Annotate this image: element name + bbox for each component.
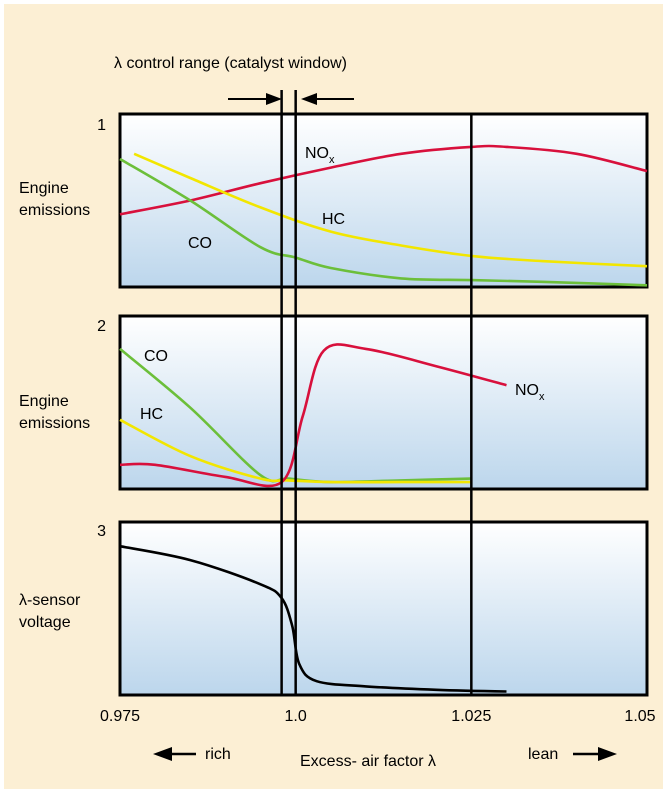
rich-label: rich	[205, 746, 231, 763]
panel-1-co-curve	[119, 157, 648, 287]
panel-3: 3 λ-sensor voltage	[19, 520, 649, 697]
diagram-title: λ control range (catalyst window)	[114, 55, 347, 72]
panel-2-hc-curve	[119, 418, 472, 484]
panel-2-hc-label: HC	[140, 406, 163, 423]
x-tick-label: 1.05	[624, 708, 655, 725]
panel-1-number: 1	[97, 117, 106, 134]
rich-indicator: rich	[153, 746, 231, 763]
panel-2-no-curve	[119, 343, 507, 488]
panel-3-number: 3	[97, 523, 106, 540]
panel-3-ylabel: λ-sensor voltage	[19, 592, 85, 631]
panel-1-frame	[118, 112, 649, 289]
x-axis-ticks: 0.975 1.0 1.025 1.05	[100, 708, 656, 725]
panel-1-nox-label: NOx	[305, 145, 335, 166]
panel-1-hc-curve	[133, 152, 648, 268]
panel-1: 1 Engine emissions NOx HC CO	[19, 112, 649, 289]
lean-indicator: lean	[528, 746, 617, 763]
panel-2: 2 Engine emissions CO HC NOx	[19, 314, 649, 491]
panel-3-frame	[118, 520, 649, 697]
catalyst-window-arrows	[228, 93, 354, 105]
lean-label: lean	[528, 746, 558, 763]
catalyst-window-lines	[280, 90, 473, 695]
panel-2-nox-label: NOx	[515, 382, 545, 403]
panel-1-co-label: CO	[188, 235, 212, 252]
panel-2-number: 2	[97, 318, 106, 335]
panel-2-frame	[118, 314, 649, 491]
x-tick-label: 1.0	[285, 708, 307, 725]
panel-2-co-label: CO	[144, 348, 168, 365]
x-tick-label: 1.025	[451, 708, 491, 725]
panel-1-ylabel: Engine emissions	[19, 180, 90, 219]
panel-1-no-curve	[119, 144, 648, 216]
panel-2-curves	[119, 343, 507, 488]
panel-1-hc-label: HC	[322, 211, 345, 228]
panel-2-co-curve	[119, 347, 472, 484]
panel-2-ylabel: Engine emissions	[19, 393, 90, 432]
panel-1-curves	[119, 144, 648, 287]
x-tick-label: 0.975	[100, 708, 140, 725]
x-axis-label: Excess- air factor λ	[300, 753, 436, 770]
